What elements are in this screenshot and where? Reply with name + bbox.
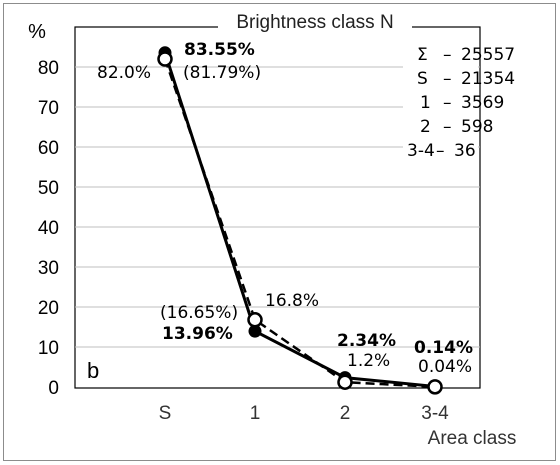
open-point: [427, 379, 443, 395]
data-label-bold: 0.14%: [414, 338, 473, 358]
y-tick-label: 60: [38, 138, 59, 159]
y-tick-label: 10: [38, 338, 59, 359]
data-label-bold: 13.96%: [162, 324, 233, 344]
x-tick-labels: S 1 2 3-4: [159, 403, 450, 424]
open-point: [247, 312, 263, 328]
legend-dash: –: [443, 117, 452, 137]
series-layer: [157, 46, 443, 395]
legend-key: 3-4: [407, 141, 435, 161]
dashed-series-line: [163, 58, 436, 389]
data-label: 1.2%: [347, 351, 390, 371]
data-label: 0.04%: [418, 357, 472, 377]
legend-key: 1: [420, 93, 431, 113]
x-tick-label: 1: [250, 403, 261, 424]
y-axis-label: %: [28, 21, 46, 43]
data-label: (16.65%): [160, 303, 238, 323]
y-tick-label: 20: [38, 298, 59, 319]
legend-value: 36: [454, 141, 476, 161]
y-tick-label: 50: [38, 178, 59, 199]
data-label-bold: 2.34%: [337, 331, 396, 351]
x-tick-label: 3-4: [421, 403, 449, 424]
legend-dash: –: [443, 45, 452, 65]
legend-dash: –: [443, 93, 452, 113]
legend-dash: –: [443, 69, 452, 89]
x-tick-label: S: [159, 403, 172, 424]
open-point: [337, 374, 353, 390]
y-tick-label: 0: [48, 378, 59, 399]
legend-box: [403, 36, 478, 158]
legend-value: 598: [461, 117, 493, 137]
open-point: [157, 51, 173, 67]
y-tick-labels: 0 10 20 30 40 50 60 70 80: [38, 58, 59, 399]
y-tick-label: 70: [38, 98, 59, 119]
legend-key: S: [417, 69, 428, 89]
data-label: (81.79%): [183, 63, 261, 83]
filled-point: [248, 324, 262, 338]
x-tick-label: 2: [340, 403, 351, 424]
y-tick-label: 40: [38, 218, 59, 239]
data-label: 82.0%: [97, 63, 151, 83]
x-axis-label: Area class: [428, 428, 517, 449]
legend-value: 21354: [461, 69, 515, 89]
data-label: 16.8%: [265, 291, 319, 311]
y-tick-label: 80: [38, 58, 59, 79]
legend-key: Σ: [417, 45, 428, 65]
legend-value: 25557: [461, 45, 515, 65]
data-labels: 83.55% 82.0% (81.79%) (16.65%) 16.8% 13.96% 2.…: [97, 40, 473, 377]
data-label-bold: 83.55%: [184, 40, 255, 60]
y-tick-label: 30: [38, 258, 59, 279]
panel-label: b: [87, 358, 99, 383]
chart-title: Brightness class N: [236, 12, 393, 33]
legend-key: 2: [420, 117, 431, 137]
legend-value: 3569: [461, 93, 504, 113]
legend-dash: –: [436, 141, 445, 161]
